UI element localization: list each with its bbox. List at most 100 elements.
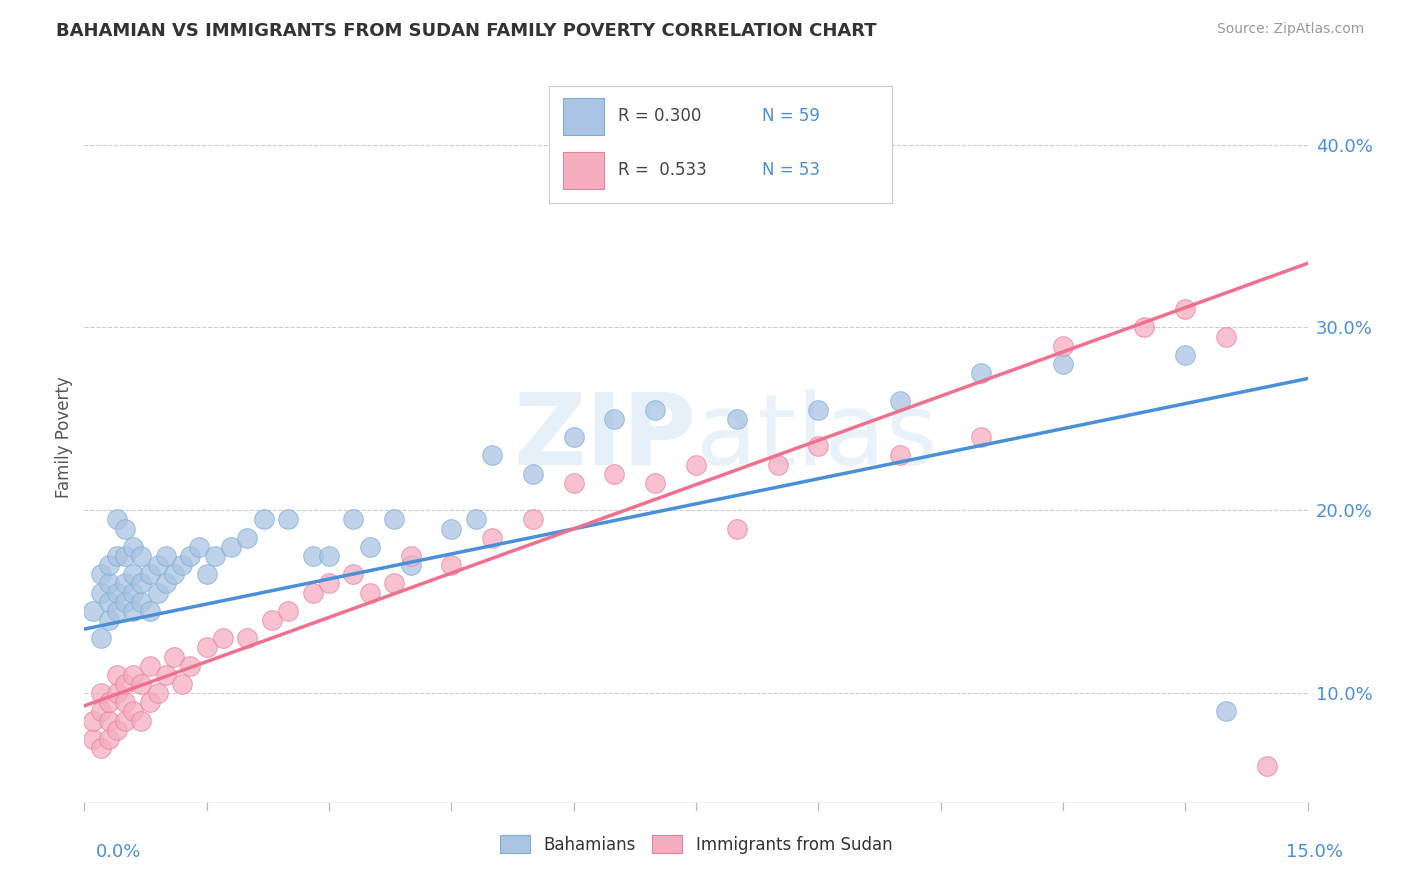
Point bbox=[342, 567, 364, 582]
Point bbox=[138, 658, 160, 673]
Point bbox=[562, 430, 585, 444]
Point bbox=[122, 604, 145, 618]
Point bbox=[889, 393, 911, 408]
Point bbox=[90, 567, 112, 582]
Point bbox=[1133, 320, 1156, 334]
Point bbox=[219, 540, 242, 554]
Point bbox=[105, 686, 128, 700]
Point bbox=[131, 714, 153, 728]
Point bbox=[1174, 348, 1197, 362]
Point bbox=[1052, 357, 1074, 371]
Point bbox=[179, 658, 201, 673]
Point bbox=[359, 585, 381, 599]
Point bbox=[522, 467, 544, 481]
Point bbox=[146, 686, 169, 700]
Point bbox=[440, 558, 463, 573]
Point bbox=[131, 549, 153, 563]
Point bbox=[195, 567, 218, 582]
Point bbox=[603, 467, 626, 481]
Point bbox=[807, 439, 830, 453]
Point bbox=[1052, 339, 1074, 353]
Point bbox=[301, 585, 323, 599]
Point bbox=[138, 567, 160, 582]
Point bbox=[359, 540, 381, 554]
Point bbox=[522, 512, 544, 526]
Point bbox=[172, 558, 194, 573]
Text: 0.0%: 0.0% bbox=[96, 843, 141, 861]
Point bbox=[382, 576, 405, 591]
Point bbox=[90, 686, 112, 700]
Point bbox=[97, 695, 120, 709]
Point bbox=[195, 640, 218, 655]
Point bbox=[90, 632, 112, 646]
Point bbox=[82, 714, 104, 728]
Point bbox=[236, 531, 259, 545]
Point bbox=[114, 677, 136, 691]
Point bbox=[122, 705, 145, 719]
Text: atlas: atlas bbox=[696, 389, 938, 485]
Point bbox=[889, 448, 911, 462]
Point bbox=[90, 585, 112, 599]
Point bbox=[725, 521, 748, 535]
Point bbox=[114, 695, 136, 709]
Point bbox=[644, 475, 666, 490]
Point bbox=[105, 512, 128, 526]
Point bbox=[277, 604, 299, 618]
Point bbox=[155, 667, 177, 681]
Point bbox=[105, 723, 128, 737]
Point bbox=[138, 695, 160, 709]
Point bbox=[807, 402, 830, 417]
Legend: Bahamians, Immigrants from Sudan: Bahamians, Immigrants from Sudan bbox=[494, 829, 898, 860]
Point bbox=[399, 558, 422, 573]
Point bbox=[766, 458, 789, 472]
Point bbox=[131, 594, 153, 608]
Point bbox=[90, 740, 112, 755]
Point bbox=[114, 714, 136, 728]
Point bbox=[114, 521, 136, 535]
Point bbox=[970, 366, 993, 380]
Point bbox=[382, 512, 405, 526]
Point bbox=[318, 549, 340, 563]
Point bbox=[172, 677, 194, 691]
Point bbox=[122, 667, 145, 681]
Point bbox=[440, 521, 463, 535]
Point bbox=[318, 576, 340, 591]
Point bbox=[481, 531, 503, 545]
Point bbox=[464, 512, 486, 526]
Point bbox=[97, 613, 120, 627]
Y-axis label: Family Poverty: Family Poverty bbox=[55, 376, 73, 498]
Point bbox=[97, 714, 120, 728]
Point bbox=[146, 558, 169, 573]
Point bbox=[163, 567, 186, 582]
Point bbox=[1215, 329, 1237, 343]
Point bbox=[122, 567, 145, 582]
Point bbox=[155, 549, 177, 563]
Point bbox=[114, 594, 136, 608]
Point bbox=[236, 632, 259, 646]
Point bbox=[187, 540, 209, 554]
Point bbox=[399, 549, 422, 563]
Point bbox=[1215, 705, 1237, 719]
Point bbox=[97, 576, 120, 591]
Point bbox=[146, 585, 169, 599]
Point bbox=[105, 667, 128, 681]
Point bbox=[562, 475, 585, 490]
Point bbox=[212, 632, 235, 646]
Point bbox=[481, 448, 503, 462]
Point bbox=[342, 512, 364, 526]
Point bbox=[685, 458, 707, 472]
Point bbox=[277, 512, 299, 526]
Point bbox=[131, 677, 153, 691]
Point bbox=[122, 585, 145, 599]
Text: Source: ZipAtlas.com: Source: ZipAtlas.com bbox=[1216, 22, 1364, 37]
Point bbox=[114, 576, 136, 591]
Point bbox=[97, 594, 120, 608]
Point bbox=[90, 705, 112, 719]
Point bbox=[725, 412, 748, 426]
Point bbox=[82, 731, 104, 746]
Point bbox=[301, 549, 323, 563]
Point bbox=[970, 430, 993, 444]
Point bbox=[105, 585, 128, 599]
Point bbox=[97, 558, 120, 573]
Point bbox=[131, 576, 153, 591]
